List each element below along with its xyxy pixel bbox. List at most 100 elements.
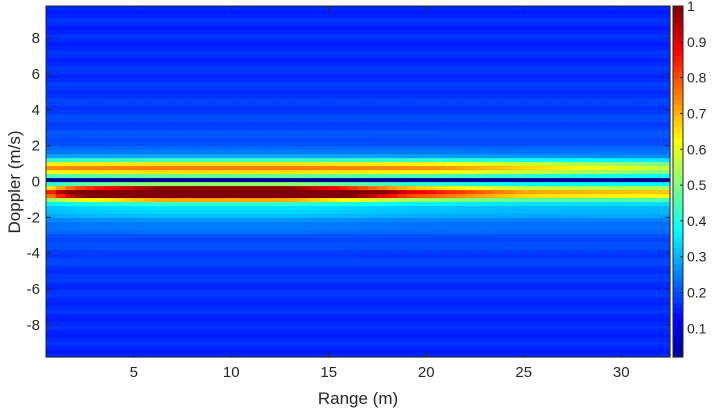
heatmap-cell: [611, 237, 622, 242]
heatmap-cell: [553, 193, 564, 199]
heatmap-cell: [377, 201, 388, 207]
heatmap-cell: [631, 249, 642, 254]
heatmap-cell: [202, 269, 213, 274]
heatmap-cell: [436, 241, 447, 246]
heatmap-cell: [133, 289, 145, 294]
heatmap-cell: [426, 217, 437, 222]
heatmap-cell: [562, 149, 574, 155]
heatmap-cell: [289, 221, 301, 226]
heatmap-cell: [582, 97, 593, 103]
heatmap-cell: [241, 337, 252, 342]
heatmap-cell: [270, 277, 281, 282]
heatmap-cell: [367, 197, 379, 203]
heatmap-cell: [328, 197, 340, 203]
heatmap-cell: [367, 149, 379, 155]
heatmap-cell: [231, 65, 242, 71]
heatmap-cell: [309, 57, 320, 63]
heatmap-cell: [289, 253, 301, 258]
heatmap-cell: [455, 341, 466, 346]
heatmap-cell: [55, 121, 67, 127]
heatmap-cell: [231, 157, 242, 163]
heatmap-cell: [484, 85, 496, 91]
heatmap-cell: [562, 341, 574, 346]
heatmap-cell: [553, 157, 564, 163]
heatmap-cell: [377, 193, 388, 199]
heatmap-cell: [133, 177, 145, 183]
heatmap-cell: [182, 81, 193, 87]
heatmap-cell: [153, 329, 164, 334]
heatmap-cell: [514, 65, 525, 71]
heatmap-cell: [387, 149, 398, 155]
heatmap-cell: [358, 77, 369, 83]
heatmap-cell: [202, 57, 213, 63]
heatmap-cell: [338, 313, 349, 318]
heatmap-cell: [611, 177, 622, 183]
heatmap-cell: [650, 297, 661, 302]
heatmap-cell: [182, 325, 193, 330]
heatmap-cell: [260, 77, 271, 83]
heatmap-cell: [114, 337, 125, 342]
heatmap-cell: [231, 89, 242, 95]
heatmap-cell: [260, 249, 271, 254]
heatmap-cell: [182, 293, 193, 298]
heatmap-cell: [280, 169, 291, 175]
heatmap-cell: [621, 149, 632, 155]
heatmap-cell: [572, 265, 583, 270]
heatmap-cell: [192, 121, 203, 127]
heatmap-cell: [299, 65, 310, 71]
heatmap-cell: [299, 133, 310, 139]
heatmap-cell: [660, 297, 671, 302]
heatmap-cell: [426, 61, 437, 67]
heatmap-cell: [640, 45, 652, 51]
heatmap-cell: [582, 249, 593, 254]
heatmap-cell: [445, 105, 457, 111]
heatmap-cell: [475, 165, 486, 171]
heatmap-cell: [397, 61, 408, 67]
heatmap-cell: [660, 73, 671, 79]
heatmap-cell: [406, 73, 418, 79]
heatmap-cell: [397, 69, 408, 75]
heatmap-cell: [523, 241, 535, 246]
heatmap-cell: [163, 177, 174, 183]
heatmap-cell: [514, 129, 525, 135]
heatmap-cell: [172, 189, 184, 195]
heatmap-cell: [75, 273, 86, 278]
heatmap-cell: [553, 337, 564, 342]
heatmap-cell: [426, 129, 437, 135]
heatmap-cell: [153, 121, 164, 127]
heatmap-cell: [455, 321, 466, 326]
heatmap-cell: [484, 265, 496, 270]
heatmap-cell: [514, 321, 525, 326]
heatmap-cell: [523, 237, 535, 242]
heatmap-cell: [289, 293, 301, 298]
heatmap-cell: [328, 133, 340, 139]
heatmap-cell: [387, 173, 398, 179]
heatmap-cell: [270, 161, 281, 167]
heatmap-cell: [280, 233, 291, 238]
heatmap-cell: [562, 201, 574, 207]
heatmap-cell: [572, 277, 583, 282]
heatmap-cell: [46, 165, 57, 171]
heatmap-cell: [319, 345, 330, 350]
heatmap-cell: [55, 325, 67, 330]
heatmap-cell: [163, 189, 174, 195]
heatmap-cell: [445, 333, 457, 338]
heatmap-cell: [133, 269, 145, 274]
heatmap-cell: [553, 161, 564, 167]
heatmap-cell: [426, 65, 437, 71]
heatmap-cell: [338, 301, 349, 306]
heatmap-cell: [484, 233, 496, 238]
heatmap-cell: [572, 173, 583, 179]
heatmap-cell: [182, 45, 193, 51]
heatmap-cell: [250, 241, 262, 246]
heatmap-cell: [231, 233, 242, 238]
heatmap-cell: [241, 309, 252, 314]
heatmap-cell: [250, 49, 262, 55]
heatmap-cell: [426, 249, 437, 254]
heatmap-cell: [387, 197, 398, 203]
heatmap-cell: [85, 249, 96, 254]
heatmap-cell: [94, 197, 106, 203]
heatmap-cell: [455, 285, 466, 290]
heatmap-cell: [319, 85, 330, 91]
heatmap-cell: [416, 333, 427, 338]
